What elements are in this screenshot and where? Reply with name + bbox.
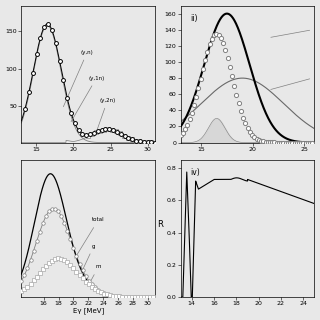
X-axis label: Eγ [MeV]: Eγ [MeV] [73, 308, 104, 315]
Text: (γ,2n): (γ,2n) [97, 98, 116, 131]
Text: g: g [82, 244, 95, 271]
Text: m: m [90, 264, 101, 283]
Text: iv): iv) [190, 168, 200, 177]
Y-axis label: R: R [157, 220, 164, 228]
Text: ii): ii) [190, 14, 197, 23]
Text: (γ,1n): (γ,1n) [71, 76, 105, 122]
Text: (γ,n): (γ,n) [63, 50, 93, 107]
Text: total: total [75, 217, 105, 258]
